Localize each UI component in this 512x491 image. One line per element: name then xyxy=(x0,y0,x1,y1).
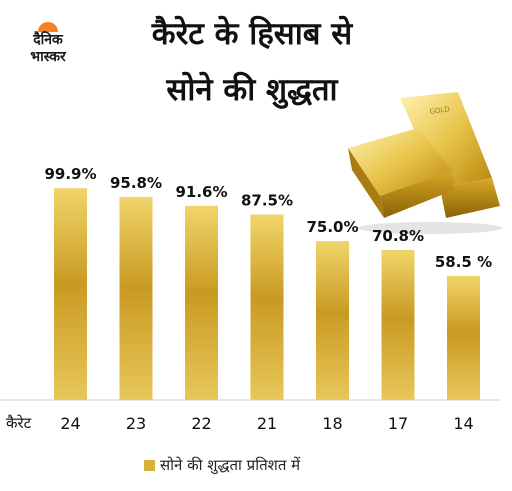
tick-label-14: 14 xyxy=(453,414,473,433)
gold-bars-image: GOLD xyxy=(348,92,502,234)
value-label-23: 95.8% xyxy=(110,174,162,192)
tick-label-18: 18 xyxy=(322,414,342,433)
bar-14 xyxy=(447,275,480,400)
value-label-22: 91.6% xyxy=(175,183,227,201)
dainik-bhaskar-logo: दैनिक भास्कर xyxy=(14,18,82,74)
tick-label-22: 22 xyxy=(191,414,211,433)
value-label-17: 70.8% xyxy=(372,227,424,245)
legend: सोने की शुद्धता प्रतिशत में xyxy=(144,452,300,478)
legend-swatch xyxy=(144,459,155,471)
legend-label: सोने की शुद्धता प्रतिशत में xyxy=(160,456,301,474)
logo-line-2: भास्कर xyxy=(30,49,66,65)
bar-23 xyxy=(119,196,153,400)
value-label-24: 99.9% xyxy=(44,165,96,183)
tick-label-21: 21 xyxy=(257,414,277,433)
sun-logo-icon xyxy=(38,22,58,32)
value-label-14: 58.5 % xyxy=(435,253,492,271)
tick-label-23: 23 xyxy=(126,414,146,433)
x-axis-label: कैरेट xyxy=(6,414,32,432)
bar-21 xyxy=(250,214,284,400)
value-label-18: 75.0% xyxy=(306,218,358,236)
tick-label-17: 17 xyxy=(388,414,408,433)
bar-24 xyxy=(54,188,87,400)
bar-17 xyxy=(381,249,415,400)
bar-22 xyxy=(185,205,218,400)
tick-label-24: 24 xyxy=(60,414,80,433)
logo-line-1: दैनिक xyxy=(33,32,63,48)
chart-title-line-2: सोने की शुद्धता xyxy=(166,72,338,108)
svg-text:GOLD: GOLD xyxy=(429,105,450,116)
bar-18 xyxy=(316,241,349,400)
value-label-21: 87.5% xyxy=(241,192,293,210)
chart-title-line-1: कैरेट के हिसाब से xyxy=(151,16,353,52)
